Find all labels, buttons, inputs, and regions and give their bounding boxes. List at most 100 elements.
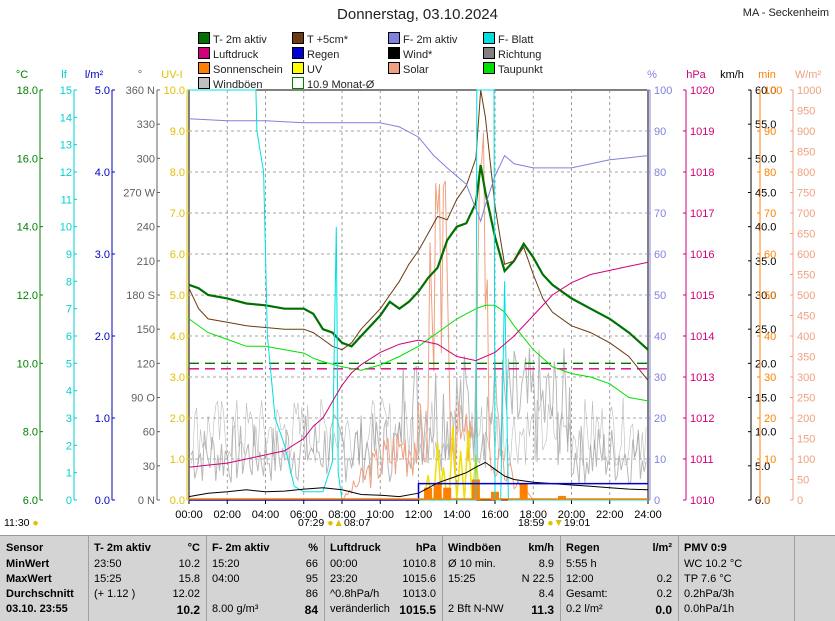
axis-tick-wind: 40.0 <box>755 222 776 234</box>
axis-tick-leaf: 6 <box>66 331 72 343</box>
series-line <box>189 482 648 501</box>
axis-tick-leaf: 3 <box>66 413 72 425</box>
sunshine-bar <box>424 487 433 500</box>
axis-tick-hum: 70 <box>654 208 666 220</box>
axis-tick-dir: 240 <box>137 222 155 234</box>
axis-tick-temp: 18.0 <box>17 85 38 97</box>
legend-label: Regen <box>307 49 340 61</box>
table-row: 15:25 15.8 <box>94 573 200 585</box>
axis-tick-solar: 300 <box>797 372 815 384</box>
axis-tick-uv: 2.0 <box>170 413 185 425</box>
table-row: MinWert <box>6 558 50 570</box>
table-header: Regen l/m² <box>566 542 672 554</box>
legend-label: Solar <box>403 64 429 76</box>
table-header: Windböen km/h <box>448 542 554 554</box>
legend-label: Windböen <box>213 79 263 91</box>
sunshine-bar <box>433 483 442 500</box>
axis-tick-press: 1017 <box>690 208 714 220</box>
axis-label-hum: % <box>647 69 657 81</box>
legend-swatch <box>198 62 210 74</box>
axis-tick-solar: 450 <box>797 311 815 323</box>
axis-tick-uv: 4.0 <box>170 331 185 343</box>
axis-tick-dir: 360 N <box>126 85 155 97</box>
axis-tick-press: 1010 <box>690 495 714 507</box>
axis-tick-temp: 12.0 <box>17 290 38 302</box>
axis-tick-hum: 0 <box>654 495 660 507</box>
table-row: ^0.8hPa/h 1013.0 <box>330 588 436 600</box>
table-header: Sensor <box>6 542 44 554</box>
axis-tick-hum: 80 <box>654 167 666 179</box>
axis-tick-sunmin: 20 <box>764 413 776 425</box>
legend-label: F- 2m aktiv <box>403 34 458 46</box>
series-line <box>188 261 649 468</box>
axis-label-temp: °C <box>16 69 28 81</box>
axis-tick-hum: 20 <box>654 413 666 425</box>
table-row: 00:00 1010.8 <box>330 558 436 570</box>
table-row: WC 10.2 °C <box>684 558 743 570</box>
axis-tick-leaf: 13 <box>60 140 72 152</box>
table-column: Luftdruck hPa 00:00 1010.8 23:20 1015.6 ^0.8hP… <box>324 536 443 621</box>
axis-tick-uv: 10.0 <box>164 85 185 97</box>
axis-tick-leaf: 7 <box>66 304 72 316</box>
axis-tick-uv: 6.0 <box>170 249 185 261</box>
legend-item: Windböen <box>198 77 263 91</box>
axis-tick-leaf: 10 <box>60 222 72 234</box>
axis-tick-hum: 10 <box>654 454 666 466</box>
sunset-time: 18:59 ●▼19:01 <box>518 517 591 529</box>
axis-tick-dir: 150 <box>137 324 155 336</box>
table-row: 8.4 <box>538 588 554 600</box>
moon-time: 11:30 ● <box>4 517 39 529</box>
axis-tick-rain: 5.0 <box>95 85 110 97</box>
axis-tick-leaf: 4 <box>66 386 72 398</box>
legend-swatch <box>292 32 304 44</box>
axis-tick-sunmin: 60 <box>764 249 776 261</box>
axis-tick-uv: 9.0 <box>170 126 185 138</box>
x-tick-label: 10:00 <box>366 509 394 521</box>
axis-tick-sunmin: 0 <box>764 495 770 507</box>
axis-tick-press: 1013 <box>690 372 714 384</box>
axis-tick-solar: 600 <box>797 249 815 261</box>
axis-label-dir: ° <box>138 69 142 81</box>
axis-tick-press: 1020 <box>690 85 714 97</box>
axis-tick-temp: 10.0 <box>17 358 38 370</box>
legend-swatch <box>388 47 400 59</box>
axis-tick-leaf: 15 <box>60 85 72 97</box>
x-tick-label: 24:00 <box>634 509 662 521</box>
table-row: 03.10. 23:55 <box>6 603 68 615</box>
page-title: Donnerstag, 03.10.2024 <box>337 6 498 23</box>
axis-label-rain: l/m² <box>85 69 104 81</box>
legend-item: Richtung <box>483 47 541 61</box>
axis-tick-wind: 45.0 <box>755 188 776 200</box>
legend-item: UV <box>292 62 322 76</box>
legend-swatch <box>388 32 400 44</box>
axis-tick-uv: 0.0 <box>170 495 185 507</box>
legend-label: Sonnenschein <box>213 64 283 76</box>
axis-tick-hum: 30 <box>654 372 666 384</box>
legend-swatch <box>198 32 210 44</box>
x-tick-label: 18:00 <box>519 509 547 521</box>
legend-item: F- 2m aktiv <box>388 32 457 46</box>
axis-tick-solar: 150 <box>797 434 815 446</box>
legend-label: Wind* <box>403 49 433 61</box>
sunrise-time: 07:29 ●▲08:07 <box>298 517 371 529</box>
table-column: T- 2m aktiv °C 23:50 10.2 15:25 15.8 (+ 1.12 )… <box>88 536 207 621</box>
axis-tick-wind: 20.0 <box>755 358 776 370</box>
table-column: PMV 0:9 WC 10.2 °C TP 7.6 °C 0.2hPa/3h 0.0hP… <box>678 536 795 621</box>
x-tick-label: 12:00 <box>405 509 433 521</box>
x-tick-label: 16:00 <box>481 509 509 521</box>
axis-tick-sunmin: 70 <box>764 208 776 220</box>
axis-tick-leaf: 12 <box>60 167 72 179</box>
axis-tick-press: 1011 <box>690 454 714 466</box>
axis-tick-press: 1015 <box>690 290 714 302</box>
axis-tick-dir: 300 <box>137 153 155 165</box>
axis-tick-sunmin: 10 <box>764 454 776 466</box>
axis-tick-wind: 10.0 <box>755 427 776 439</box>
sunshine-bar <box>557 495 566 500</box>
axis-tick-dir: 60 <box>143 427 155 439</box>
axis-tick-press: 1014 <box>690 331 714 343</box>
table-column: Sensor MinWert MaxWert Durchschnitt 03.10. 2… <box>0 536 89 621</box>
legend-item: Taupunkt <box>483 62 543 76</box>
legend-item: 10.9 Monat-Ø <box>292 77 374 91</box>
axis-tick-solar: 950 <box>797 106 815 118</box>
axis-tick-rain: 0.0 <box>95 495 110 507</box>
